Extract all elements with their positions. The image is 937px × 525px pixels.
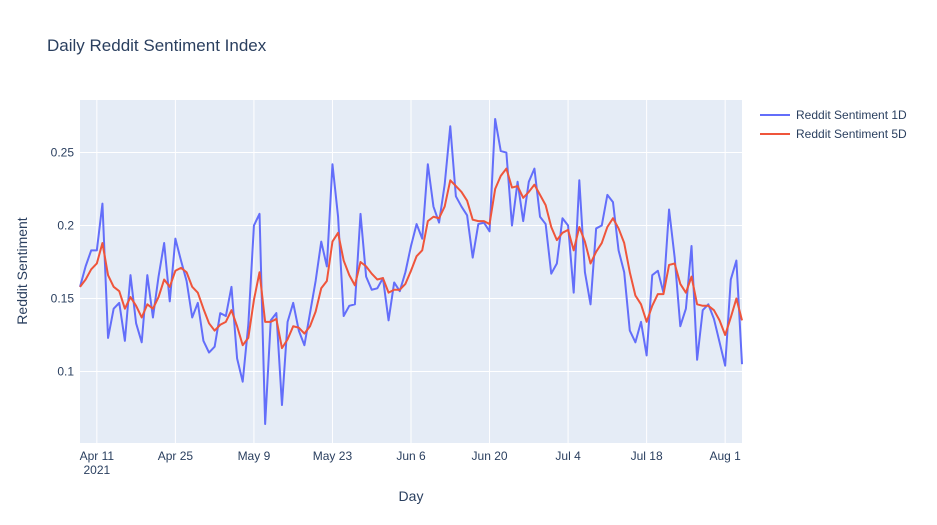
y-tick-label: 0.1 [57, 364, 74, 378]
x-tick-label: Jul 18 [631, 449, 663, 463]
series-line [79, 167, 743, 350]
x-tick-label: Aug 1 [709, 449, 741, 463]
x-tick-label: May 23 [313, 449, 353, 463]
x-tick-label: May 9 [238, 449, 271, 463]
x-tick-label: Jul 4 [555, 449, 581, 463]
legend-label: Reddit Sentiment 5D [796, 127, 907, 141]
x-tick-label: Jun 6 [396, 449, 426, 463]
y-axis-label: Reddit Sentiment [14, 217, 30, 325]
grid [80, 100, 742, 443]
y-tick-label: 0.25 [51, 146, 75, 160]
x-tick-label: Apr 11 2021 [80, 449, 115, 477]
chart-title: Daily Reddit Sentiment Index [47, 36, 267, 55]
series-line [79, 117, 743, 426]
x-axis-label: Day [399, 488, 424, 504]
y-tick-label: 0.2 [57, 219, 74, 233]
x-tick-label: Apr 25 [158, 449, 194, 463]
x-tick-label: Jun 20 [472, 449, 508, 463]
legend-label: Reddit Sentiment 1D [796, 108, 907, 122]
y-tick-label: 0.15 [51, 292, 75, 306]
